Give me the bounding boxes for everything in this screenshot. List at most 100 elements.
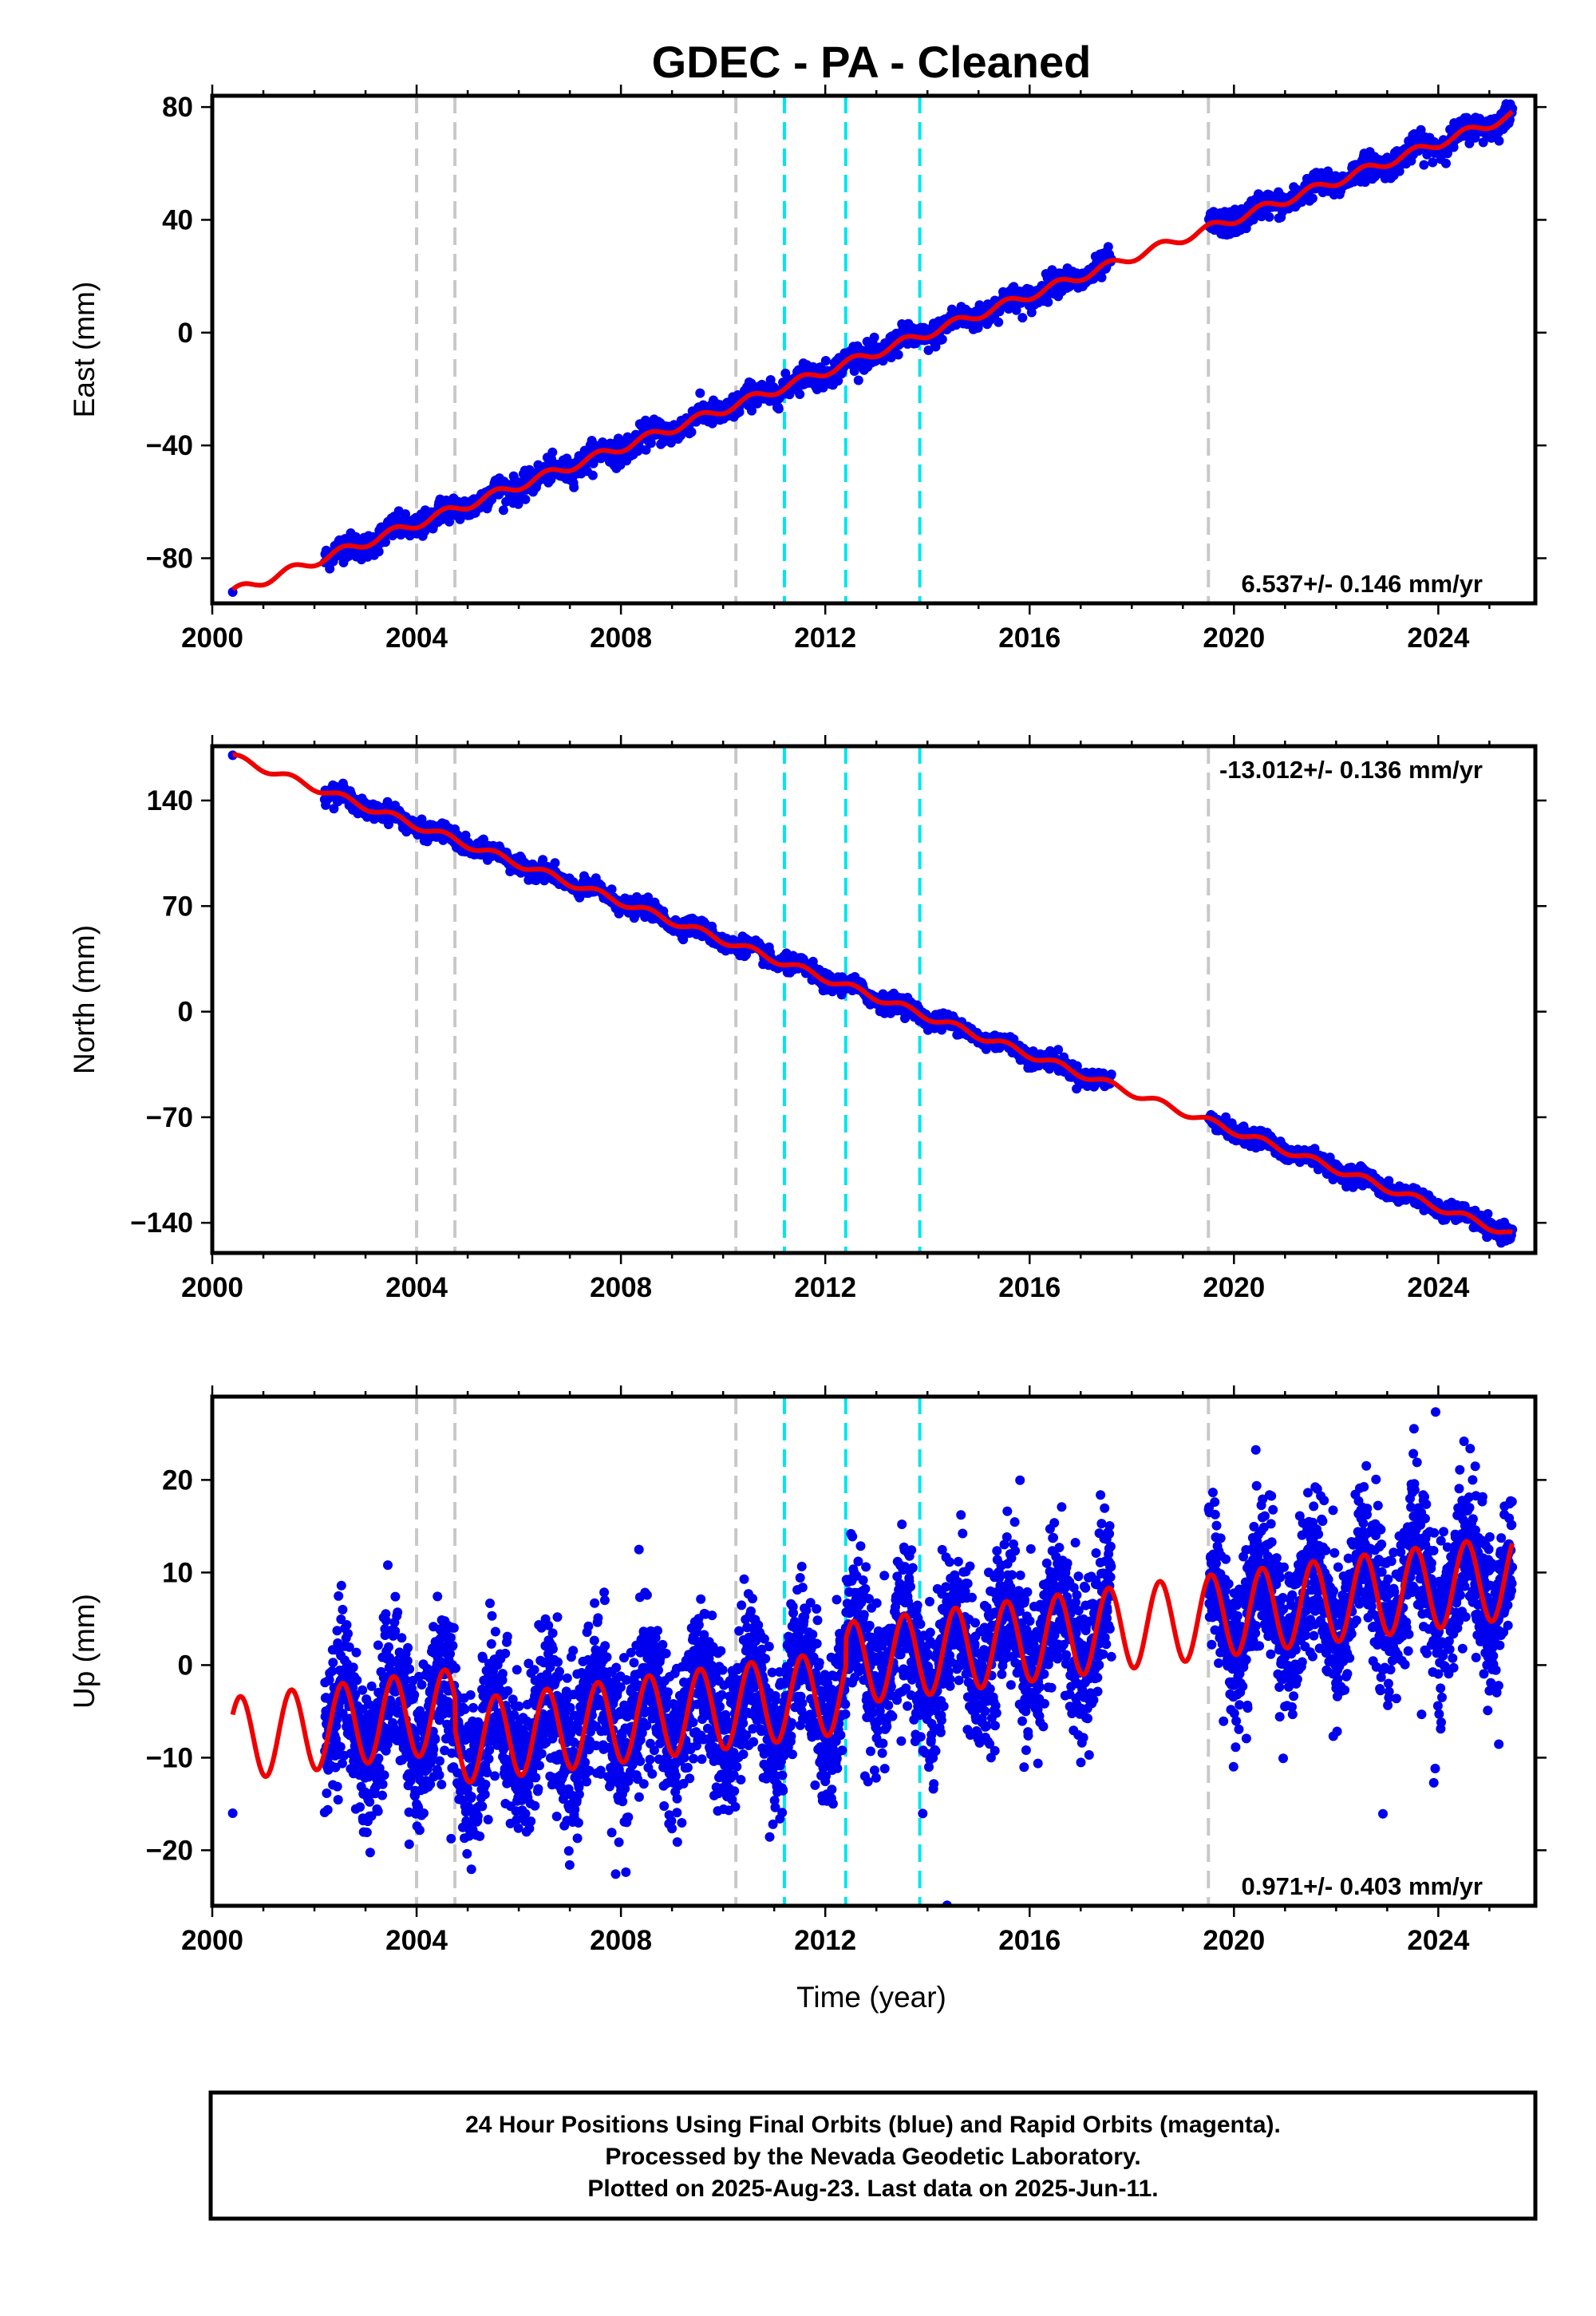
data-point xyxy=(1011,305,1021,315)
data-point xyxy=(498,505,508,516)
data-point xyxy=(434,1770,444,1780)
data-point xyxy=(381,537,390,547)
data-point xyxy=(342,1620,352,1630)
data-point xyxy=(348,1662,358,1673)
data-point xyxy=(373,1640,383,1650)
data-point xyxy=(414,1825,425,1836)
data-point xyxy=(546,474,556,484)
data-point xyxy=(937,334,947,345)
data-point xyxy=(1428,157,1438,168)
north-panel: 2000 2004 2008 2012 2016 2020 2024140700−70−14… xyxy=(68,735,1547,1303)
data-point xyxy=(520,494,531,504)
data-point xyxy=(405,1776,416,1786)
data-point xyxy=(325,563,335,574)
x-tick-label: 2004 xyxy=(385,1272,448,1303)
data-point xyxy=(747,405,757,416)
data-point xyxy=(227,1808,238,1818)
data-point xyxy=(820,356,831,366)
data-point xyxy=(795,389,805,399)
y-tick-label: −80 xyxy=(146,543,193,574)
y-tick-label: 70 xyxy=(162,891,193,922)
data-point xyxy=(365,1848,375,1858)
x-tick-label: 2016 xyxy=(998,622,1061,654)
y-tick-label: 0 xyxy=(178,997,193,1028)
data-point xyxy=(1448,142,1459,152)
data-point xyxy=(352,1675,362,1686)
data-point xyxy=(1096,272,1107,283)
data-point xyxy=(1307,193,1317,204)
data-point xyxy=(587,470,598,480)
x-tick-label: 2020 xyxy=(1203,622,1265,654)
data-point xyxy=(1043,297,1053,307)
data-point xyxy=(419,1808,429,1818)
data-point xyxy=(361,1828,372,1837)
data-point xyxy=(358,1685,368,1695)
x-tick-label: 2016 xyxy=(998,1272,1061,1303)
data-point xyxy=(1264,211,1274,222)
y-tick-label: 40 xyxy=(162,204,193,235)
data-point xyxy=(393,1607,403,1618)
data-point xyxy=(322,1788,332,1798)
final-orbits-series xyxy=(227,99,1518,597)
data-point xyxy=(641,445,651,455)
data-point xyxy=(417,1680,427,1690)
data-point xyxy=(869,332,879,342)
data-point xyxy=(569,482,579,492)
data-point xyxy=(1419,160,1429,170)
data-point xyxy=(365,1796,375,1807)
data-point xyxy=(332,1781,342,1792)
data-point xyxy=(404,1839,414,1849)
y-tick-label: −40 xyxy=(146,430,193,461)
data-point xyxy=(446,1833,456,1844)
data-point xyxy=(437,1780,447,1789)
data-point xyxy=(833,376,843,386)
data-point xyxy=(333,1795,343,1805)
data-point xyxy=(377,1790,387,1800)
x-tick-label: 2000 xyxy=(181,1272,243,1303)
y-tick-label: −70 xyxy=(146,1102,193,1133)
up-panel: 2000 2004 2008 2012 2016 2020 202420100−10−20U… xyxy=(68,1385,1547,1956)
data-point xyxy=(1106,1069,1116,1080)
data-point xyxy=(379,1770,389,1780)
data-point xyxy=(1360,177,1370,188)
data-point xyxy=(334,1591,344,1601)
data-point xyxy=(550,858,560,868)
data-point xyxy=(390,1591,401,1602)
data-point xyxy=(547,447,558,457)
data-point xyxy=(403,1642,413,1653)
data-point xyxy=(336,1580,346,1591)
data-point xyxy=(930,342,941,352)
data-point xyxy=(402,1656,413,1666)
east-panel: 2000 2004 2008 2012 2016 2020 202480400−40−80E… xyxy=(68,85,1547,654)
data-point xyxy=(734,407,745,417)
data-point xyxy=(397,1633,407,1643)
data-point xyxy=(1494,136,1504,146)
plot-area xyxy=(227,96,1518,603)
data-point xyxy=(893,350,903,360)
data-point xyxy=(1026,307,1037,318)
x-tick-label: 2024 xyxy=(1407,1272,1469,1303)
data-point xyxy=(448,1641,458,1651)
rate-label: -13.012+/- 0.136 mm/yr xyxy=(1219,756,1483,784)
y-tick-label: 140 xyxy=(147,785,193,816)
data-point xyxy=(409,1690,420,1700)
x-tick-label: 2008 xyxy=(590,1272,652,1303)
data-point xyxy=(686,427,697,437)
data-point xyxy=(351,1647,361,1658)
data-point xyxy=(451,1663,460,1674)
x-tick-label: 2012 xyxy=(794,1272,856,1303)
data-point xyxy=(335,1741,346,1752)
data-point xyxy=(773,404,784,414)
chart-title: GDEC - PA - Cleaned xyxy=(652,37,1092,87)
data-point xyxy=(994,317,1004,327)
x-tick-label: 2000 xyxy=(181,622,243,654)
data-point xyxy=(401,509,410,520)
y-axis-label: East (mm) xyxy=(68,282,101,418)
plot-area xyxy=(227,1397,1518,1906)
data-point xyxy=(435,1756,444,1766)
plot-area xyxy=(227,746,1518,1253)
data-point xyxy=(429,1745,439,1754)
data-point xyxy=(338,1604,348,1614)
data-point xyxy=(1416,124,1426,135)
